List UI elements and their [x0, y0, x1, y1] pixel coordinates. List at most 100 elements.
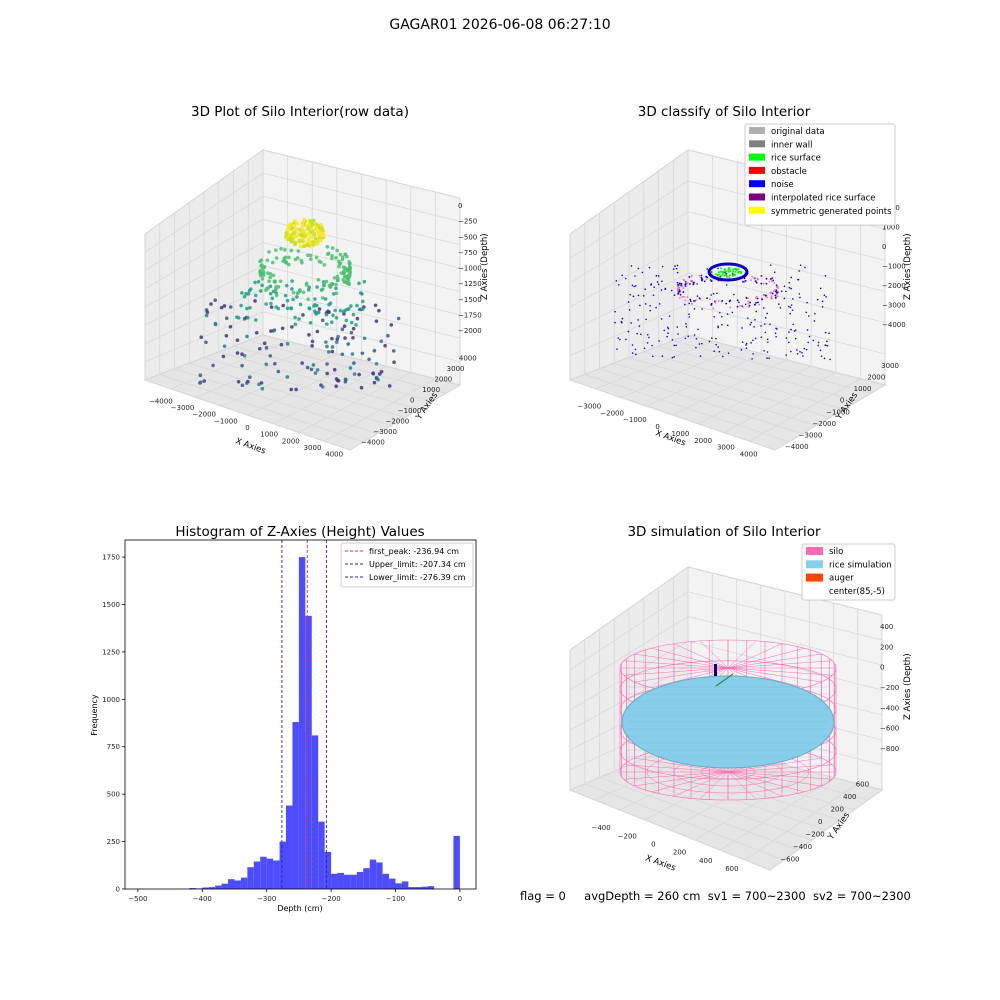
noise-point: [713, 315, 715, 318]
data-point: [305, 365, 310, 370]
noise-point: [650, 284, 652, 286]
noise-point: [738, 301, 740, 304]
y-tick-label: −3000: [799, 432, 823, 440]
data-point: [295, 256, 300, 260]
y-tick-label: −1000: [826, 408, 850, 416]
classified-point: [751, 275, 754, 278]
data-point: [328, 301, 333, 305]
data-point: [265, 258, 270, 263]
z-tick-label: 400: [880, 623, 893, 631]
x-tick-label: 2000: [694, 437, 712, 445]
histogram-bar: [369, 859, 377, 889]
classified-point: [714, 299, 717, 302]
z-tick-label: −750: [458, 249, 477, 257]
data-point: [377, 308, 381, 313]
data-point: [310, 339, 315, 344]
classified-point: [776, 295, 779, 298]
histogram-bar: [318, 821, 325, 889]
classified-point: [691, 302, 693, 305]
data-point: [320, 318, 325, 323]
data-point: [285, 306, 290, 311]
noise-point: [785, 290, 787, 293]
noise-point: [794, 337, 797, 340]
noise-point: [788, 331, 790, 333]
classified-point: [700, 276, 703, 279]
noise-point: [643, 347, 646, 350]
data-point: [330, 256, 334, 261]
data-point: [313, 236, 318, 241]
legend-label: inner wall: [771, 140, 812, 150]
data-point: [306, 288, 311, 292]
data-point: [330, 253, 334, 258]
noise-point: [821, 306, 824, 308]
noise-point: [791, 309, 794, 311]
data-point: [260, 266, 265, 271]
noise-point: [657, 275, 660, 277]
noise-point: [688, 313, 690, 315]
data-point: [258, 289, 263, 293]
noise-point: [639, 304, 641, 307]
noise-point: [807, 341, 809, 344]
data-point: [269, 329, 273, 333]
data-point: [295, 291, 300, 295]
classified-point: [698, 274, 701, 277]
data-point: [264, 362, 269, 367]
data-point: [338, 308, 343, 313]
classified-point: [771, 292, 774, 295]
silo-spoke: [623, 667, 729, 676]
noise-point: [661, 280, 663, 283]
data-point: [266, 271, 270, 275]
noise-point: [638, 325, 641, 328]
classified-point: [692, 283, 695, 286]
data-point: [392, 360, 396, 365]
legend-label: original data: [771, 127, 825, 137]
z-tick-label: 200: [880, 643, 893, 651]
data-point: [328, 285, 333, 289]
data-point: [342, 280, 347, 284]
data-point: [293, 315, 297, 320]
silo-spoke: [727, 640, 757, 669]
noise-point: [812, 339, 815, 342]
noise-point: [783, 297, 786, 300]
noise-point: [671, 338, 674, 341]
data-point: [350, 352, 355, 356]
data-point: [235, 351, 240, 355]
data-point: [297, 238, 302, 243]
noise-point: [798, 293, 801, 295]
noise-point: [763, 350, 765, 352]
silo-spoke: [699, 640, 729, 669]
data-point: [258, 273, 263, 278]
data-point: [289, 306, 293, 310]
y-tick-label: 4000: [459, 354, 477, 362]
noise-point: [754, 337, 757, 340]
noise-point: [749, 323, 752, 326]
data-point: [344, 318, 349, 323]
panel2-zlabel: Z Axies (Depth): [903, 233, 913, 300]
histogram-legend: first_peak: -236.94 cm Upper_limit: -207.…: [340, 542, 474, 588]
noise-point: [814, 313, 816, 315]
classified-point: [771, 279, 773, 282]
z-tick-label: −1000: [458, 265, 482, 273]
z-tick-label: −600: [880, 725, 899, 733]
rice-surface-point: [714, 273, 717, 276]
classified-point: [678, 282, 681, 285]
data-point: [323, 297, 328, 301]
auger-shaft: [714, 664, 717, 676]
noise-point: [667, 327, 670, 330]
noise-point: [760, 336, 763, 338]
data-point: [276, 285, 281, 289]
x-tick-label: −3000: [171, 404, 195, 412]
avg-depth-text: avgDepth = 260 cm: [584, 889, 701, 903]
legend-swatch: [806, 547, 823, 555]
data-point: [371, 371, 375, 376]
data-point: [274, 256, 279, 260]
noise-point: [676, 271, 679, 274]
histogram-bar: [408, 887, 415, 889]
classified-point: [760, 275, 763, 277]
y-tick-label: 0: [116, 886, 120, 894]
data-point: [245, 334, 249, 339]
data-point: [387, 384, 392, 388]
noise-point: [697, 328, 699, 331]
data-point: [279, 342, 284, 347]
